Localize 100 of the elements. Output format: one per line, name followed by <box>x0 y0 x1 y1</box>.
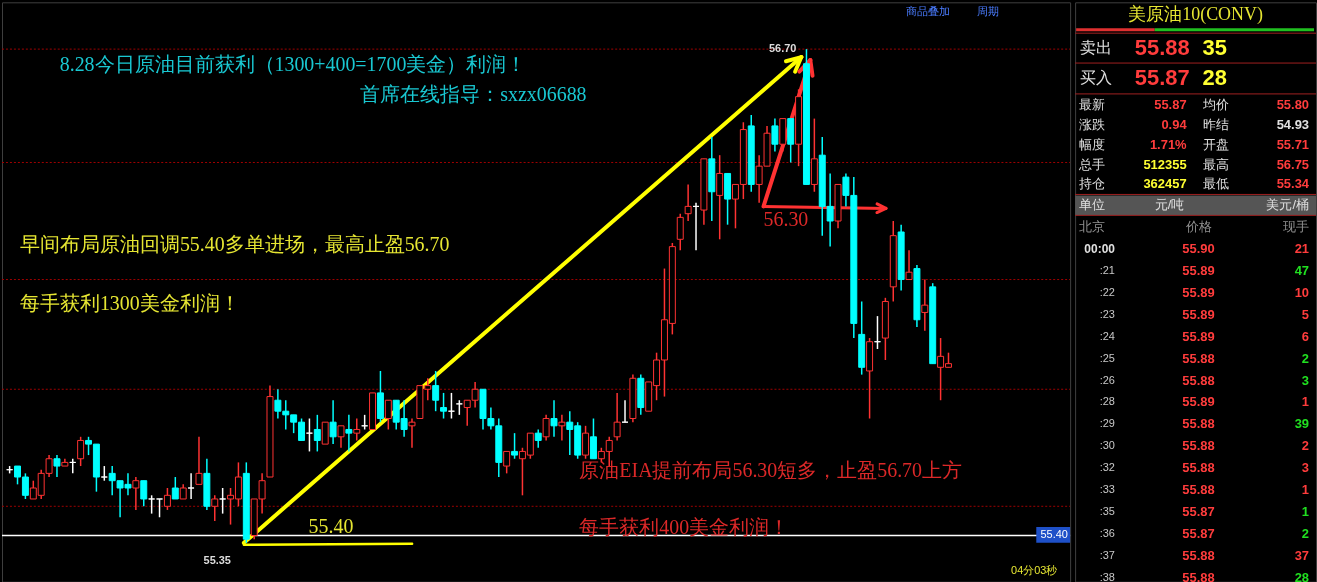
text: 卖出 <box>1080 39 1113 57</box>
text: 2 <box>1301 525 1310 541</box>
text: :30 <box>1099 439 1115 452</box>
text: 1 <box>1301 394 1310 410</box>
text: :22 <box>1099 285 1115 298</box>
text: 价格 <box>1184 219 1212 235</box>
text: 总手 <box>1078 156 1106 172</box>
text: :26 <box>1099 373 1115 386</box>
text: 39 <box>1294 416 1310 432</box>
annotation: 每手获利400美金利润！ <box>579 515 790 538</box>
candlestick <box>337 425 345 449</box>
text: 买入 <box>1080 68 1113 86</box>
text: 幅度 <box>1079 136 1106 152</box>
annotation: 56.30 <box>763 208 809 231</box>
text: 21 <box>1294 241 1310 257</box>
text: 最高 <box>1202 156 1229 172</box>
text: 持仓 <box>1079 176 1106 192</box>
text: 55.88 <box>1182 482 1215 498</box>
candlestick <box>156 498 164 519</box>
text: 55.88 <box>1182 350 1215 366</box>
annotation: 每手获利1300美金利润！ <box>19 291 240 314</box>
text: 35 <box>1202 35 1227 61</box>
candlestick <box>321 421 329 445</box>
annotation: 原油EIA提前布局56.30短多，止盈56.70上方 <box>579 459 963 482</box>
candlestick <box>542 414 550 442</box>
candlestick <box>716 154 724 241</box>
text: 55.88 <box>1182 416 1215 432</box>
text: :24 <box>1099 329 1115 342</box>
candlestick <box>582 425 590 460</box>
text: :38 <box>1099 570 1115 582</box>
text: 2 <box>1301 350 1310 366</box>
text: :32 <box>1099 461 1115 474</box>
annotation: 55.40 <box>308 514 354 537</box>
text: 10 <box>1294 284 1310 300</box>
text: 美元/桶 <box>1266 197 1310 213</box>
text: 55.90 <box>1182 241 1215 257</box>
text: 元/吨 <box>1154 197 1185 213</box>
text: 涨跌 <box>1079 116 1106 132</box>
text: 0.94 <box>1161 116 1188 132</box>
text: 1 <box>1301 503 1310 519</box>
text: 均价 <box>1201 96 1229 112</box>
candlestick <box>771 117 779 153</box>
text: :35 <box>1099 504 1115 517</box>
text: 最新 <box>1079 96 1106 112</box>
text: 北京 <box>1079 219 1106 235</box>
candlestick <box>163 487 171 511</box>
annotation: 8.28今日原油目前获利（1300+400=1700美金）利润！ <box>59 53 527 76</box>
text: 55.71 <box>1276 136 1310 152</box>
text: 04分03秒 <box>1011 563 1058 576</box>
text: 55.34 <box>1276 176 1310 192</box>
text: 56.75 <box>1276 156 1310 172</box>
text: :37 <box>1099 548 1115 561</box>
text: 3 <box>1301 372 1310 388</box>
text: 55.88 <box>1182 438 1215 454</box>
candlestick <box>440 392 448 420</box>
candlestick <box>432 370 440 412</box>
candlestick <box>313 414 321 453</box>
text: 55.87 <box>1134 64 1190 90</box>
text: :36 <box>1099 526 1115 539</box>
candlestick <box>219 487 227 515</box>
text: 最低 <box>1202 176 1229 192</box>
text: 2 <box>1301 438 1310 454</box>
text: 512355 <box>1143 156 1187 172</box>
text: 55.88 <box>1182 569 1215 582</box>
text: :33 <box>1099 483 1115 496</box>
text: :23 <box>1099 307 1115 320</box>
text: 00:00 <box>1084 242 1116 257</box>
text: 1 <box>1301 482 1310 498</box>
candlestick <box>384 399 392 431</box>
text: :21 <box>1099 264 1115 277</box>
candlestick <box>305 417 313 453</box>
candlestick <box>148 494 156 515</box>
candlestick <box>503 450 511 475</box>
text: 362457 <box>1143 176 1187 192</box>
text: 37 <box>1294 547 1310 563</box>
text: :28 <box>1099 395 1115 408</box>
text: 55.88 <box>1182 372 1215 388</box>
candlestick <box>921 278 929 332</box>
text: 55.87 <box>1182 503 1215 519</box>
text: 55.89 <box>1182 306 1215 322</box>
text: 商品叠加 <box>905 5 950 18</box>
text: 现手 <box>1283 219 1310 235</box>
candlestick <box>676 212 684 252</box>
text: 55.89 <box>1182 284 1215 300</box>
text: 单位 <box>1079 197 1106 213</box>
text: 1.71% <box>1149 136 1188 152</box>
text: 3 <box>1301 460 1310 476</box>
candlestick <box>353 417 361 442</box>
candlestick <box>345 414 353 453</box>
text: 开盘 <box>1202 136 1229 152</box>
text: :25 <box>1099 351 1115 364</box>
text: 55.88 <box>1134 35 1190 61</box>
text: 55.87 <box>1182 525 1215 541</box>
candlestick <box>905 249 913 281</box>
text: 55.88 <box>1182 547 1215 563</box>
text: 美原油10(CONV) <box>1128 4 1263 26</box>
text: 6 <box>1301 328 1310 344</box>
candlestick <box>329 399 337 445</box>
text: 55.89 <box>1182 328 1215 344</box>
candlestick <box>684 183 692 222</box>
